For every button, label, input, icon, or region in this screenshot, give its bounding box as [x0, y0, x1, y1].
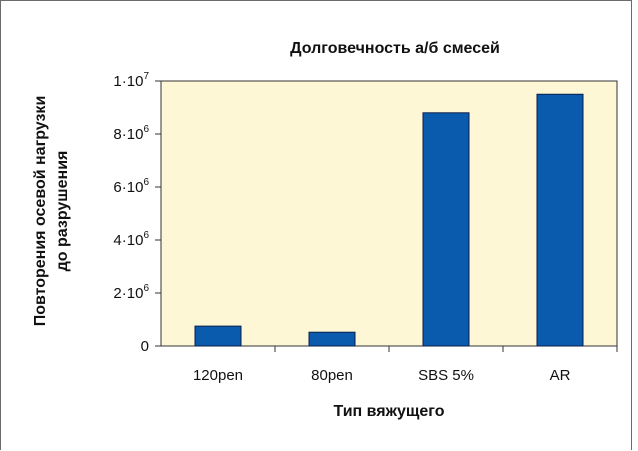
bars: [194, 93, 584, 347]
y-tick-label: 2·106: [113, 283, 149, 302]
chart-title: Долговечность а/б смесей: [290, 40, 500, 57]
x-tick-label: AR: [550, 367, 571, 384]
bar: [536, 93, 584, 347]
bar: [194, 325, 242, 347]
y-axis-title-line-1: Повторения осевой нагрузки: [32, 96, 49, 327]
y-tick-label: 0: [141, 338, 149, 355]
x-tick-label: 80pen: [311, 367, 353, 384]
x-axis-title: Тип вяжущего: [334, 403, 445, 420]
y-tick-label: 4·106: [113, 230, 149, 249]
y-tick-label: 8·106: [113, 124, 149, 143]
y-axis-ticks: 0 2·106 4·106 6·106 8·106 1·107: [113, 71, 161, 355]
y-tick-label: 1·107: [113, 71, 149, 90]
bar: [308, 331, 356, 347]
bar: [422, 112, 470, 347]
x-tick-label: SBS 5%: [418, 367, 474, 384]
y-tick-label: 6·106: [113, 177, 149, 196]
x-tick-label: 120pen: [193, 367, 243, 384]
x-axis-categories: 120pen 80pen SBS 5% AR: [193, 346, 618, 384]
y-axis-title-line-2: до разрушения: [54, 151, 71, 272]
